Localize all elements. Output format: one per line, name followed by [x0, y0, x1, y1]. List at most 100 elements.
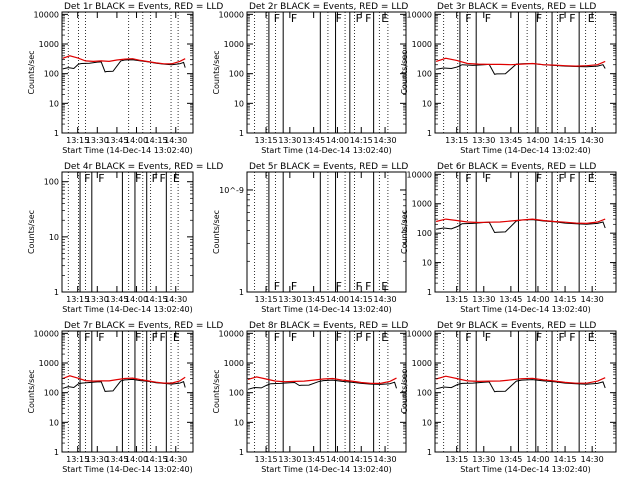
x-tick-label: 14:30 — [164, 295, 187, 304]
plot-frame — [246, 171, 407, 293]
y-tick-label: 10 — [49, 233, 59, 242]
y-axis-label: Counts/sec — [212, 50, 221, 94]
lld-series-line — [62, 55, 186, 65]
plot-frame — [246, 11, 407, 134]
flag-letter: F — [274, 12, 280, 25]
x-tick-label: 13:15 — [445, 136, 468, 145]
flag-letter: F — [336, 331, 342, 344]
flag-letter: F — [98, 331, 104, 344]
y-tick-label: 1000 — [412, 40, 432, 49]
x-tick-label: 13:30 — [472, 295, 495, 304]
x-tick-label: 13:45 — [499, 136, 522, 145]
x-tick-label: 14:30 — [581, 136, 604, 145]
events-series-line — [435, 379, 606, 393]
x-axis-label: Start Time (14-Dec-14 13:02:40) — [62, 305, 193, 314]
x-tick-label: 14:15 — [350, 136, 373, 145]
flag-letter: F — [536, 331, 542, 344]
flag-letter: F — [336, 280, 342, 293]
x-tick-label: 13:45 — [105, 295, 128, 304]
x-tick-label: 14:15 — [145, 455, 168, 464]
x-axis-label: Start Time (14-Dec-14 13:02:40) — [261, 465, 392, 474]
y-tick-label: 100 — [229, 70, 244, 79]
y-axis-label: Counts/sec — [400, 50, 409, 94]
panel-title: Det 3r BLACK = Events, RED = LLD — [437, 2, 596, 12]
x-tick-label: 14:00 — [125, 455, 148, 464]
x-tick-label: 14:30 — [164, 136, 187, 145]
y-tick-label: 100 — [44, 389, 59, 398]
y-tick-label: 10000 — [407, 329, 432, 338]
lld-series-line — [247, 376, 397, 384]
x-tick-label: 13:15 — [445, 295, 468, 304]
x-tick-label: 13:15 — [255, 295, 278, 304]
flag-letter: F — [536, 12, 542, 25]
y-tick-label: 10000 — [219, 329, 244, 338]
x-tick-label: 13:15 — [255, 455, 278, 464]
flag-letter: F — [485, 331, 491, 344]
flag-letter: E — [173, 172, 180, 185]
x-tick-label: 14:30 — [581, 295, 604, 304]
x-tick-label: 14:15 — [145, 136, 168, 145]
plot-frame — [434, 171, 617, 293]
flag-letter: F — [465, 331, 471, 344]
x-tick-label: 13:30 — [278, 295, 301, 304]
y-tick-label: 1 — [239, 288, 244, 297]
y-tick-label: 100 — [229, 389, 244, 398]
panel-title: Det 9r BLACK = Events, RED = LLD — [437, 321, 596, 331]
x-tick-label: 14:00 — [326, 136, 349, 145]
x-tick-label: 14:30 — [374, 295, 397, 304]
y-tick-label: 1000 — [39, 40, 59, 49]
flag-letter: F — [135, 172, 141, 185]
y-tick-label: 10000 — [34, 10, 59, 19]
flag-letter: F — [159, 331, 165, 344]
x-tick-label: 14:00 — [326, 455, 349, 464]
y-tick-label: 10 — [49, 99, 59, 108]
panel-det-1: Det 1r BLACK = Events, RED = LLD 1 10 100 10… — [27, 2, 223, 155]
flag-letter: F — [536, 172, 542, 185]
x-tick-label: 13:45 — [499, 295, 522, 304]
plot-frame — [61, 330, 194, 453]
flag-letter: F — [274, 331, 280, 344]
x-tick-label: 14:30 — [374, 136, 397, 145]
flag-letter: F — [291, 12, 297, 25]
y-tick-label: 1000 — [412, 359, 432, 368]
y-tick-label: 1 — [239, 448, 244, 457]
y-tick-label: 10000 — [219, 10, 244, 19]
flag-letter: F — [274, 280, 280, 293]
y-tick-label: 1 — [239, 129, 244, 138]
x-tick-label: 13:30 — [86, 295, 109, 304]
x-tick-label: 14:00 — [125, 295, 148, 304]
y-tick-label: 1 — [54, 129, 59, 138]
panel-title: Det 4r BLACK = Events, RED = LLD — [64, 162, 223, 172]
events-series-line — [62, 59, 186, 73]
flag-letter: F — [569, 12, 575, 25]
flag-letter: E — [588, 172, 595, 185]
x-tick-label: 14:00 — [526, 455, 549, 464]
y-tick-label: 10 — [49, 418, 59, 427]
flag-letter: F — [365, 12, 371, 25]
x-tick-label: 14:00 — [526, 136, 549, 145]
lld-series-line — [435, 375, 606, 384]
x-tick-label: 13:45 — [302, 295, 325, 304]
x-tick-label: 14:15 — [350, 455, 373, 464]
panel-title: Det 7r BLACK = Events, RED = LLD — [64, 321, 223, 331]
x-tick-label: 13:45 — [499, 455, 522, 464]
flag-letter: F — [291, 280, 297, 293]
flag-letter: F — [291, 331, 297, 344]
x-axis-label: Start Time (14-Dec-14 13:02:40) — [62, 146, 193, 155]
x-axis-label: Start Time (14-Dec-14 13:02:40) — [460, 146, 591, 155]
y-axis-label: Counts/sec — [212, 369, 221, 413]
events-series-line — [436, 219, 606, 234]
x-tick-label: 13:15 — [66, 295, 89, 304]
events-series-line — [247, 379, 397, 390]
y-axis-label: Counts/sec — [400, 210, 409, 254]
y-axis-label: Counts/sec — [27, 210, 36, 254]
x-tick-label: 13:30 — [472, 455, 495, 464]
x-tick-label: 13:15 — [66, 136, 89, 145]
x-tick-label: 14:30 — [581, 455, 604, 464]
lld-series-line — [62, 375, 186, 384]
